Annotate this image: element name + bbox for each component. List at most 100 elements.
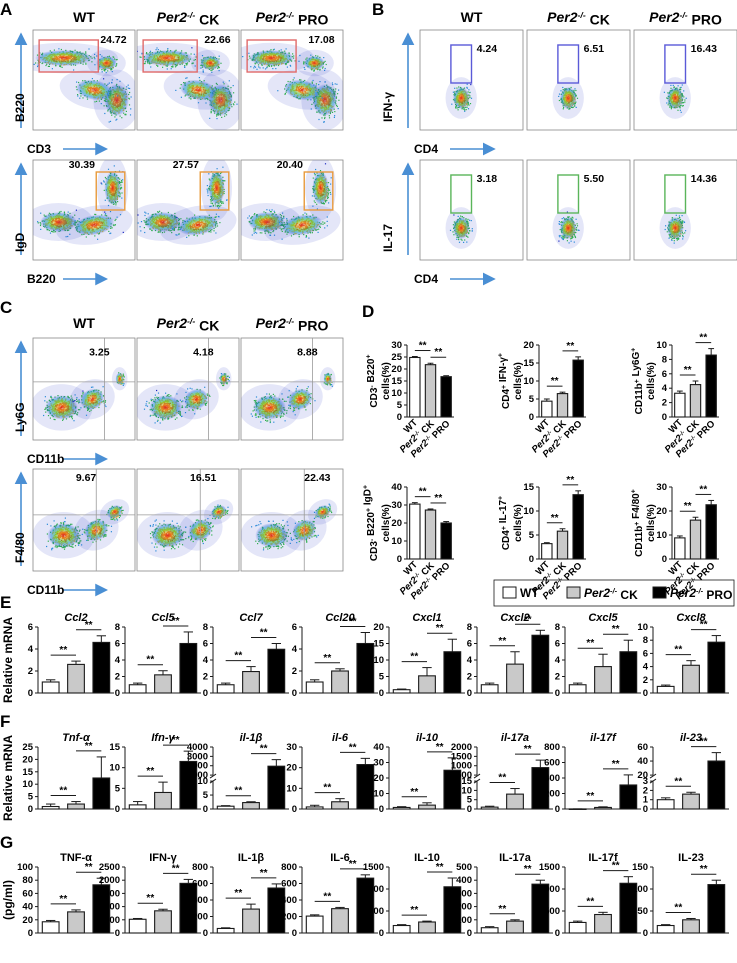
event-dot [104, 176, 106, 179]
gate-box [38, 39, 99, 73]
event-dot [125, 110, 127, 112]
event-dot [167, 48, 169, 50]
event-dot [78, 81, 80, 84]
event-dot [60, 210, 62, 213]
event-dot [117, 95, 119, 97]
event-dot [317, 55, 319, 57]
event-dot [94, 64, 96, 66]
event-dot [149, 63, 151, 65]
event-dot [98, 68, 100, 70]
event-dot [104, 211, 106, 213]
cell-population [59, 70, 129, 110]
event-dot [215, 89, 217, 91]
cell-population [163, 70, 233, 110]
event-dot [29, 59, 30, 60]
event-dot [335, 88, 337, 90]
event-dot [145, 212, 147, 214]
event-dot [210, 69, 212, 72]
event-dot [319, 68, 321, 70]
panel-label-D: D [362, 302, 374, 321]
density-core [104, 171, 121, 205]
event-dot [100, 182, 102, 184]
event-dot [190, 98, 192, 100]
event-dot [210, 110, 212, 112]
event-dot [175, 49, 177, 51]
event-dot [110, 69, 112, 71]
event-dot [137, 50, 138, 52]
event-dot [292, 79, 294, 81]
flow-plot: 22.66 [136, 29, 240, 131]
flow-plot: 24.72 [29, 29, 136, 131]
event-dot [284, 93, 286, 95]
event-dot [218, 89, 220, 91]
event-dot [203, 80, 205, 82]
event-dot [184, 65, 186, 67]
event-dot [74, 49, 76, 51]
event-dot [113, 56, 115, 58]
event-dot [316, 97, 318, 99]
event-dot [273, 48, 275, 50]
event-dot [88, 48, 90, 50]
event-dot [318, 84, 320, 86]
density-core [200, 56, 221, 70]
event-dot [103, 180, 105, 182]
event-dot [304, 68, 306, 70]
event-dot [82, 97, 84, 99]
event-dot [312, 79, 314, 82]
gate-percentage: 17.08 [308, 34, 334, 46]
density-core [40, 212, 77, 232]
event-dot [120, 184, 122, 186]
event-dot [234, 101, 236, 103]
event-dot [77, 94, 79, 96]
event-dot [323, 121, 325, 123]
event-dot [143, 227, 145, 229]
event-dot [194, 59, 196, 61]
event-dot [186, 64, 188, 66]
event-dot [91, 78, 93, 80]
event-dot [60, 48, 62, 51]
event-dot [285, 63, 287, 66]
event-dot [127, 87, 129, 89]
event-dot [120, 181, 122, 184]
event-dot [111, 114, 113, 116]
event-dot [105, 213, 107, 215]
event-dot [85, 62, 87, 64]
event-dot [212, 204, 215, 206]
event-dot [328, 117, 331, 119]
event-dot [250, 66, 252, 68]
event-dot [49, 50, 51, 52]
event-dot [210, 112, 212, 114]
event-dot [311, 69, 313, 71]
panel-label-E: E [0, 593, 11, 612]
event-dot [103, 105, 105, 107]
event-dot [110, 68, 113, 70]
event-dot [174, 66, 177, 68]
event-dot [116, 216, 118, 218]
event-dot [111, 81, 113, 84]
event-dot [125, 88, 127, 90]
event-dot [192, 62, 194, 64]
gate-percentage: 30.39 [69, 159, 95, 171]
event-dot [231, 106, 233, 108]
event-dot [128, 104, 131, 106]
event-dot [209, 117, 211, 119]
event-dot [303, 63, 305, 65]
event-dot [33, 63, 35, 65]
event-dot [215, 82, 217, 84]
event-dot [170, 68, 172, 70]
density-core [76, 79, 113, 101]
event-dot [277, 90, 279, 92]
A-header-ck: Per2-/- CK [157, 9, 220, 27]
event-dot [331, 111, 334, 113]
event-dot [115, 64, 118, 66]
event-dot [337, 108, 339, 110]
event-dot [144, 214, 146, 217]
event-dot [108, 82, 110, 84]
event-dot [201, 55, 204, 57]
event-dot [220, 62, 222, 64]
event-dot [117, 201, 119, 203]
event-dot [128, 98, 131, 100]
event-dot [94, 53, 96, 55]
event-dot [121, 192, 123, 194]
event-dot [109, 120, 112, 122]
